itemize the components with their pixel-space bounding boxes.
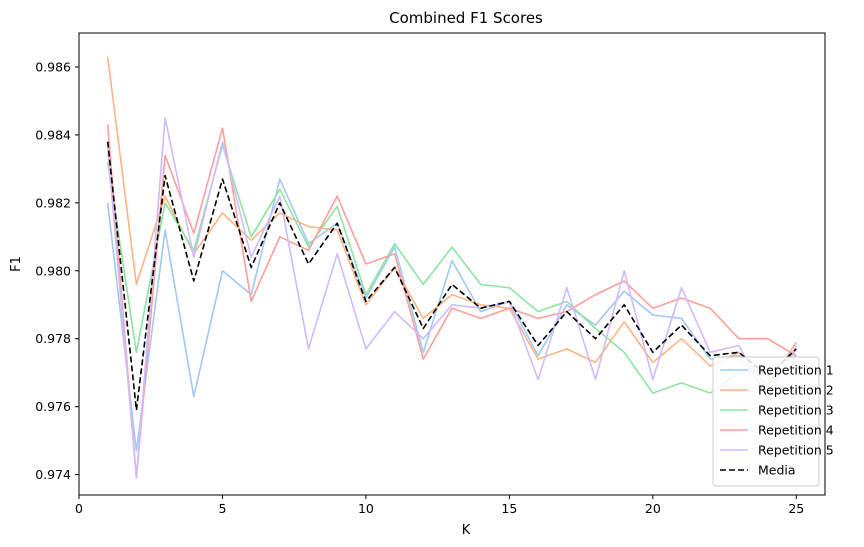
y-tick-label: 0.980: [35, 263, 71, 278]
series-line-6: [106, 141, 797, 411]
y-tick-label: 0.974: [35, 467, 71, 482]
x-tick-label: 0: [75, 501, 83, 516]
x-tick-label: 20: [645, 501, 661, 516]
legend: Repetition 1 Repetition 2 Repetition 3 Repe…: [712, 356, 834, 487]
chart-title: Combined F1 Scores: [389, 9, 543, 27]
legend-label: Repetition 5: [758, 443, 834, 458]
x-tick-label: 10: [358, 501, 374, 516]
series-line-1: [106, 178, 797, 452]
series-line-3: [106, 144, 797, 394]
x-axis-title: K: [462, 523, 471, 538]
x-tick-label: 5: [218, 501, 226, 516]
y-tick-label: 0.982: [35, 195, 71, 210]
legend-label: Repetition 1: [758, 363, 834, 378]
y-axis-title: F1: [9, 256, 24, 272]
y-tick-label: 0.986: [35, 59, 71, 74]
axis-ticks: 0 5 10 15 20 25 0.974 0.976 0.978 0.980 0.982 0.984…: [35, 59, 804, 516]
legend-label: Repetition 4: [758, 423, 834, 438]
plot-frame: [78, 32, 826, 496]
series-line-5: [106, 117, 798, 479]
y-tick-label: 0.984: [35, 127, 71, 142]
series-line-2: [106, 56, 797, 388]
x-tick-label: 15: [501, 501, 517, 516]
y-tick-label: 0.976: [35, 399, 71, 414]
series-lines: [106, 56, 798, 479]
legend-label: Repetition 2: [758, 383, 834, 398]
series-line-4: [106, 124, 797, 479]
legend-label: Media: [758, 463, 796, 478]
legend-label: Repetition 3: [758, 403, 834, 418]
x-tick-label: 25: [788, 501, 804, 516]
y-tick-label: 0.978: [35, 331, 71, 346]
